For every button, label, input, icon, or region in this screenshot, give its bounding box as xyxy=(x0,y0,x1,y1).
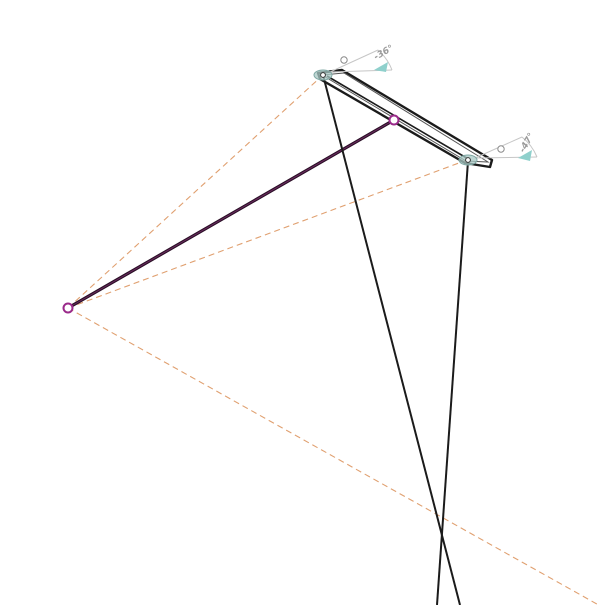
joint-a-angle-label: -36° xyxy=(373,44,396,63)
construction-line-extended xyxy=(67,307,600,605)
joint-a-angle-indicator[interactable]: -36° xyxy=(329,44,396,73)
coupler-link[interactable] xyxy=(66,118,396,310)
leg-from-joint-a[interactable] xyxy=(322,74,461,605)
moving-pivot-ring-icon[interactable] xyxy=(388,114,400,126)
joint-a-triangle-pointer-icon xyxy=(374,62,388,72)
legs[interactable] xyxy=(322,74,469,605)
joint-b-angle-indicator[interactable]: -47° xyxy=(474,132,538,161)
joint-b-triangle-pointer-icon xyxy=(518,150,532,161)
fixed-pivot-ring-icon[interactable] xyxy=(62,302,74,314)
construction-line-to-joint-b xyxy=(67,159,468,309)
joint-a-angle-handle[interactable] xyxy=(340,56,348,64)
joint-a-marker-icon[interactable] xyxy=(313,69,333,81)
joint-b-marker-icon[interactable] xyxy=(458,154,478,166)
joint-b-angle-handle[interactable] xyxy=(497,145,505,153)
rigid-top-bar[interactable] xyxy=(316,68,494,169)
leg-from-joint-b[interactable] xyxy=(436,160,469,605)
construction-lines xyxy=(67,74,600,605)
construction-line-to-joint-a xyxy=(67,74,324,309)
